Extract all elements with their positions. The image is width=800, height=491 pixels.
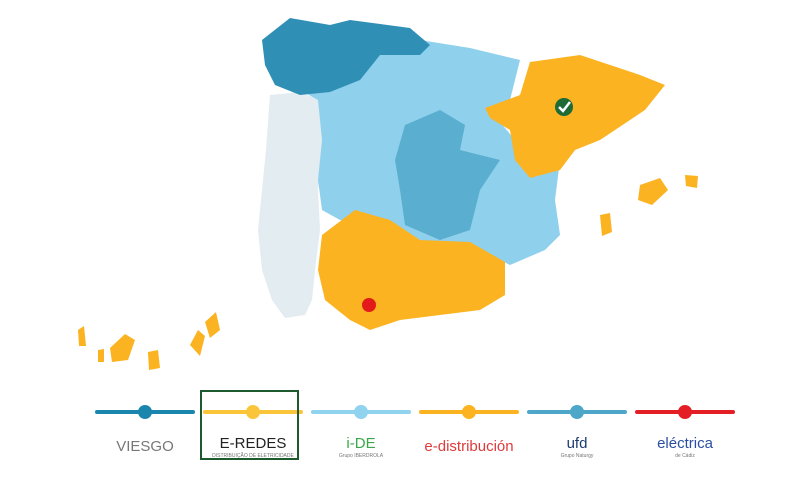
logo-name: ufd (566, 434, 588, 452)
logo-name: i-DE (346, 434, 376, 452)
legend-item-viesgo[interactable]: VIESGO (95, 395, 195, 465)
logo-name: VIESGO (116, 438, 174, 455)
logo-subtitle: Grupo IBERDROLA (338, 452, 384, 459)
balearic-islands (600, 175, 698, 236)
legend-dot (462, 405, 476, 419)
red-location-marker (362, 298, 376, 312)
portugal-region (258, 92, 322, 318)
distributor-logo: E-REDES DISTRIBUIÇÃO DE ELETRICIDADE (203, 429, 303, 465)
legend-item-electrica-de-cadiz[interactable]: eléctrica de Cádiz (635, 395, 735, 465)
legend-dot (678, 405, 692, 419)
distributor-legend: VIESGO E-REDES DISTRIBUIÇÃO DE ELETRICIDAD… (95, 395, 745, 465)
legend-dot (138, 405, 152, 419)
logo-name: eléctrica (657, 434, 713, 452)
green-check-marker (555, 98, 573, 116)
legend-item-e-distribucion[interactable]: e-distribución (419, 395, 519, 465)
logo-subtitle: de Cádiz (675, 452, 695, 459)
distributor-logo: eléctrica de Cádiz (635, 429, 735, 465)
legend-dot (570, 405, 584, 419)
logo-subtitle: Grupo Naturgy (560, 452, 594, 459)
distributor-logo: e-distribución (419, 429, 519, 465)
distributor-logo: i-DE Grupo IBERDROLA (311, 429, 411, 465)
distributor-logo: ufd Grupo Naturgy (527, 429, 627, 465)
logo-subtitle: DISTRIBUIÇÃO DE ELETRICIDADE (212, 452, 294, 459)
legend-dot (246, 405, 260, 419)
distributor-logo: VIESGO (95, 429, 195, 465)
legend-item-ufd[interactable]: ufd Grupo Naturgy (527, 395, 627, 465)
logo-name: E-REDES (219, 434, 287, 452)
legend-dot (354, 405, 368, 419)
edistribucion-northeast-region (485, 55, 665, 178)
ufd-region (395, 110, 500, 240)
selected-legend-highlight (200, 390, 299, 460)
legend-item-i-de[interactable]: i-DE Grupo IBERDROLA (311, 395, 411, 465)
canary-islands (78, 312, 220, 370)
legend-item-e-redes[interactable]: E-REDES DISTRIBUIÇÃO DE ELETRICIDADE (203, 395, 303, 465)
viesgo-region (262, 18, 430, 95)
spain-distribution-map (78, 18, 698, 370)
logo-name: e-distribución (424, 438, 514, 455)
